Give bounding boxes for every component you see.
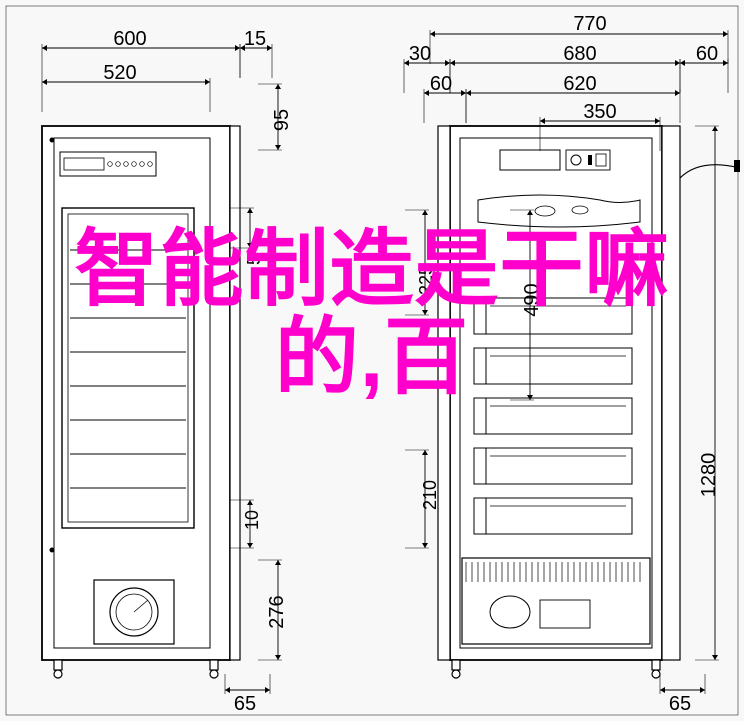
svg-text:350: 350 <box>583 101 616 123</box>
svg-text:30: 30 <box>409 43 431 65</box>
svg-text:276: 276 <box>266 595 288 628</box>
svg-text:520: 520 <box>103 62 136 84</box>
svg-text:490: 490 <box>521 283 543 316</box>
svg-text:210: 210 <box>420 480 440 510</box>
svg-text:680: 680 <box>563 43 596 65</box>
svg-text:65: 65 <box>234 693 256 715</box>
svg-text:620: 620 <box>563 73 596 95</box>
engineering-drawing: 600 15 520 770 30 680 60 60 620 350 65 65 95 5 225 10… <box>0 0 744 721</box>
dimensions-bottom: 65 65 <box>225 674 705 715</box>
right-cabinet-side <box>438 126 740 678</box>
svg-text:15: 15 <box>244 28 266 50</box>
svg-text:600: 600 <box>113 28 146 50</box>
svg-text:1280: 1280 <box>698 453 720 498</box>
svg-text:770: 770 <box>573 13 606 35</box>
left-cabinet-front <box>42 126 240 678</box>
svg-text:95: 95 <box>271 109 293 131</box>
svg-text:65: 65 <box>669 693 691 715</box>
svg-text:60: 60 <box>430 73 452 95</box>
svg-text:5: 5 <box>244 255 264 265</box>
svg-text:10: 10 <box>242 510 262 530</box>
svg-text:225: 225 <box>416 265 436 295</box>
svg-text:60: 60 <box>696 43 718 65</box>
